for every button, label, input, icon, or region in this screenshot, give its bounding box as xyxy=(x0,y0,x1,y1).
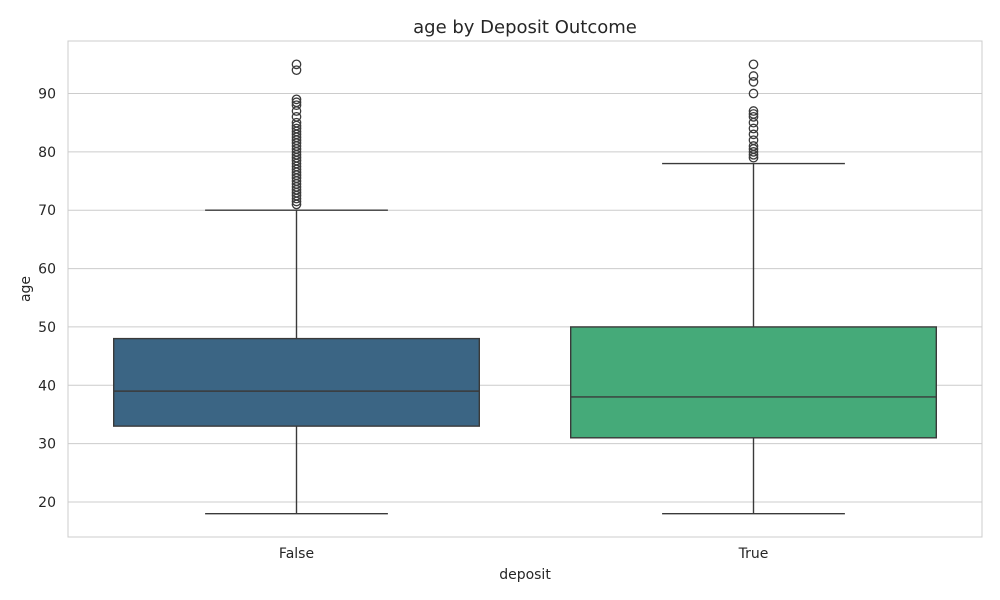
outlier-point xyxy=(748,88,759,99)
outlier-point xyxy=(291,117,302,128)
gridlines xyxy=(68,93,982,503)
y-tick-label: 30 xyxy=(38,437,56,453)
y-tick-label: 90 xyxy=(38,87,56,103)
outlier-point xyxy=(291,65,302,76)
y-tick-label: 60 xyxy=(38,262,56,278)
x-tick-label: True xyxy=(738,546,769,562)
outlier-point xyxy=(748,112,759,122)
outlier-point xyxy=(291,94,302,105)
y-tick-label: 20 xyxy=(38,495,56,511)
x-axis-label: deposit xyxy=(499,567,551,583)
box-group-false xyxy=(112,59,481,515)
iqr-box xyxy=(570,326,938,439)
x-tick-labels: False True xyxy=(279,546,768,562)
outlier-point xyxy=(291,112,302,122)
outlier-point xyxy=(291,59,302,70)
x-tick-label: False xyxy=(279,546,314,562)
plot-area-frame xyxy=(67,40,983,538)
y-tick-labels: 20 30 40 50 60 70 80 90 xyxy=(38,87,56,511)
chart-title: age by Deposit Outcome xyxy=(413,17,637,38)
boxes xyxy=(112,59,938,515)
outlier-point xyxy=(748,106,759,116)
y-tick-label: 70 xyxy=(38,203,56,219)
box-group-true xyxy=(570,59,938,515)
outlier-point xyxy=(748,59,759,70)
y-axis-label: age xyxy=(18,276,34,302)
y-tick-label: 40 xyxy=(38,378,56,394)
outlier-point xyxy=(748,147,759,157)
outlier-point xyxy=(748,135,759,146)
outlier-point xyxy=(748,141,759,151)
outlier-point xyxy=(291,97,302,108)
y-tick-label: 80 xyxy=(38,145,56,161)
outlier-point xyxy=(748,76,759,87)
outlier-point xyxy=(748,129,759,140)
y-tick-label: 50 xyxy=(38,320,56,336)
outlier-point xyxy=(748,109,759,119)
iqr-box xyxy=(112,337,481,427)
outlier-point xyxy=(291,100,302,111)
outlier-point xyxy=(291,123,302,134)
outlier-point xyxy=(748,71,759,81)
outlier-point xyxy=(748,123,759,134)
